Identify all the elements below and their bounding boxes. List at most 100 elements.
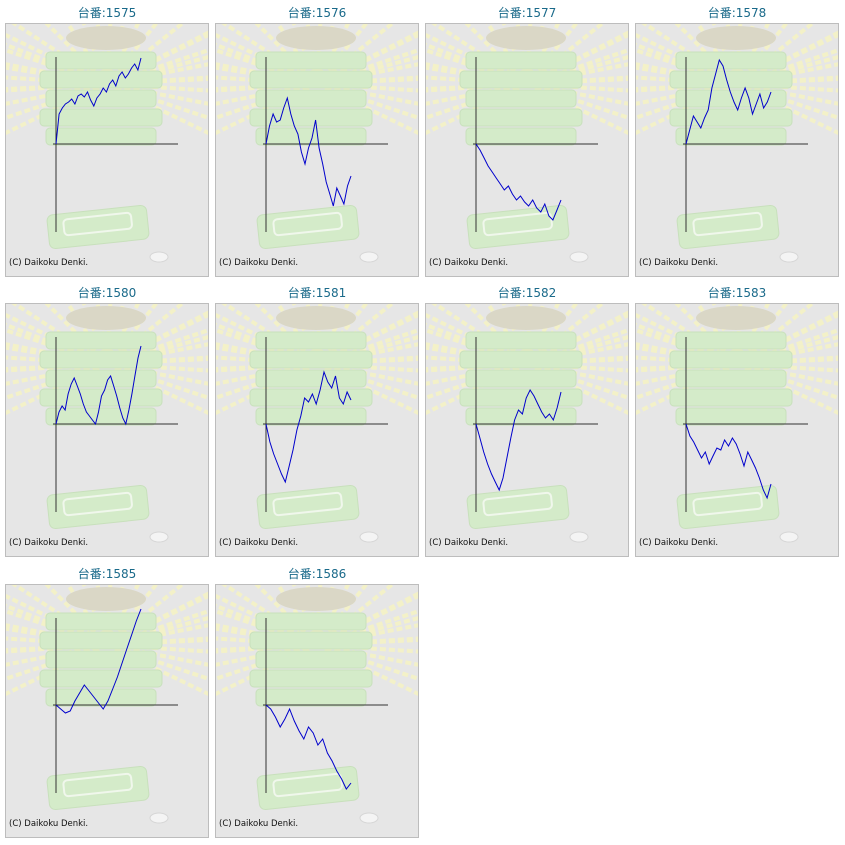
light-ray (426, 65, 528, 86)
machine-number-link[interactable]: 台番:1575 (77, 6, 137, 20)
machine-layer (255, 650, 367, 669)
tray-inner (692, 211, 763, 237)
light-ray (216, 82, 318, 106)
light-ray (636, 82, 738, 93)
light-ray (216, 609, 318, 647)
light-ray (216, 623, 318, 647)
light-ray (426, 82, 528, 106)
light-ray (736, 48, 838, 86)
light-ray (106, 643, 208, 681)
light-ray (216, 82, 318, 93)
tray (676, 204, 780, 250)
light-ray (6, 342, 108, 366)
machine-cell-4: 台番:1578 (C) Daikoku Denki. (635, 0, 839, 277)
light-ray (736, 342, 838, 366)
copyright-text: (C) Daikoku Denki. (639, 258, 719, 268)
light-ray (106, 355, 208, 366)
light-ray (736, 355, 838, 366)
machine-layer (255, 51, 367, 70)
machine-layer (669, 108, 793, 127)
copyright-text: (C) Daikoku Denki. (429, 538, 509, 548)
slump-graph[interactable]: (C) Daikoku Denki. (215, 584, 419, 838)
slump-graph[interactable]: (C) Daikoku Denki. (5, 584, 209, 838)
light-ray (106, 62, 208, 86)
light-ray (216, 643, 318, 681)
background-illustration (216, 304, 418, 543)
machine-number-link[interactable]: 台番:1577 (497, 6, 557, 20)
light-ray (526, 355, 628, 366)
light-ray (6, 355, 108, 366)
coin (569, 251, 589, 263)
light-ray (216, 362, 318, 416)
light-ray (426, 362, 528, 400)
light-ray (431, 304, 529, 366)
coin (359, 812, 379, 824)
light-ray (216, 643, 318, 654)
slump-line (475, 143, 562, 221)
light-ray (636, 355, 738, 366)
tray (46, 765, 150, 811)
light-ray (736, 82, 838, 136)
light-ray (106, 32, 208, 86)
machine-cell-5: 台番:1580 (C) Daikoku Denki. (5, 280, 209, 557)
machine-layer (39, 350, 163, 369)
light-ray (216, 32, 318, 86)
light-ray (216, 626, 318, 647)
light-ray (736, 32, 838, 86)
slump-graph[interactable]: (C) Daikoku Denki. (425, 303, 629, 557)
slump-graph[interactable]: (C) Daikoku Denki. (5, 23, 209, 277)
copyright-text: (C) Daikoku Denki. (639, 538, 719, 548)
machine-number-link[interactable]: 台番:1581 (287, 286, 347, 300)
light-ray (636, 32, 738, 86)
light-ray (11, 24, 109, 86)
light-ray (106, 643, 208, 667)
slump-line (265, 96, 352, 207)
light-ray (316, 75, 418, 86)
light-ray (316, 312, 418, 366)
light-ray (426, 355, 528, 366)
slump-graph[interactable]: (C) Daikoku Denki. (215, 303, 419, 557)
machine-layer (465, 369, 577, 388)
background-illustration (6, 24, 208, 263)
machine-number-link[interactable]: 台番:1582 (497, 286, 557, 300)
machine-number-link[interactable]: 台番:1583 (707, 286, 767, 300)
bowl-top (486, 26, 566, 50)
machine-number-link[interactable]: 台番:1576 (287, 6, 347, 20)
light-ray (216, 322, 318, 366)
bowl-top (696, 306, 776, 330)
light-ray (316, 342, 418, 366)
machine-number-link[interactable]: 台番:1586 (287, 567, 347, 581)
slump-graph[interactable]: (C) Daikoku Denki. (215, 23, 419, 277)
light-ray (526, 362, 628, 386)
light-ray (636, 362, 738, 416)
machine-layer (669, 388, 793, 407)
machine-layer (45, 331, 157, 350)
tray (256, 765, 360, 811)
light-ray (526, 62, 628, 86)
machine-layer (675, 369, 787, 388)
slump-graph[interactable]: (C) Daikoku Denki. (635, 303, 839, 557)
light-ray (216, 82, 318, 120)
machine-number-link[interactable]: 台番:1578 (707, 6, 767, 20)
light-ray (526, 82, 628, 136)
light-ray (216, 75, 318, 86)
slump-graph[interactable]: (C) Daikoku Denki. (635, 23, 839, 277)
light-ray (316, 362, 418, 386)
light-ray (426, 328, 528, 366)
machine-number-link[interactable]: 台番:1585 (77, 567, 137, 581)
machine-layer (45, 369, 157, 388)
machine-layer (675, 127, 787, 146)
light-ray (106, 82, 208, 93)
slump-line (685, 423, 772, 500)
machine-number-link[interactable]: 台番:1580 (77, 286, 137, 300)
light-ray (736, 328, 838, 366)
light-ray (526, 362, 628, 416)
graph-svg (426, 304, 628, 543)
slump-graph[interactable]: (C) Daikoku Denki. (5, 303, 209, 557)
machine-layer (39, 70, 163, 89)
machine-layer (255, 89, 367, 108)
graph-svg (6, 24, 208, 263)
bowl-top (276, 306, 356, 330)
slump-graph[interactable]: (C) Daikoku Denki. (425, 23, 629, 277)
light-ray (426, 62, 528, 86)
